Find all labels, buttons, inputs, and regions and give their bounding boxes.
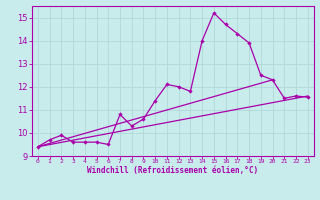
X-axis label: Windchill (Refroidissement éolien,°C): Windchill (Refroidissement éolien,°C) <box>87 166 258 175</box>
